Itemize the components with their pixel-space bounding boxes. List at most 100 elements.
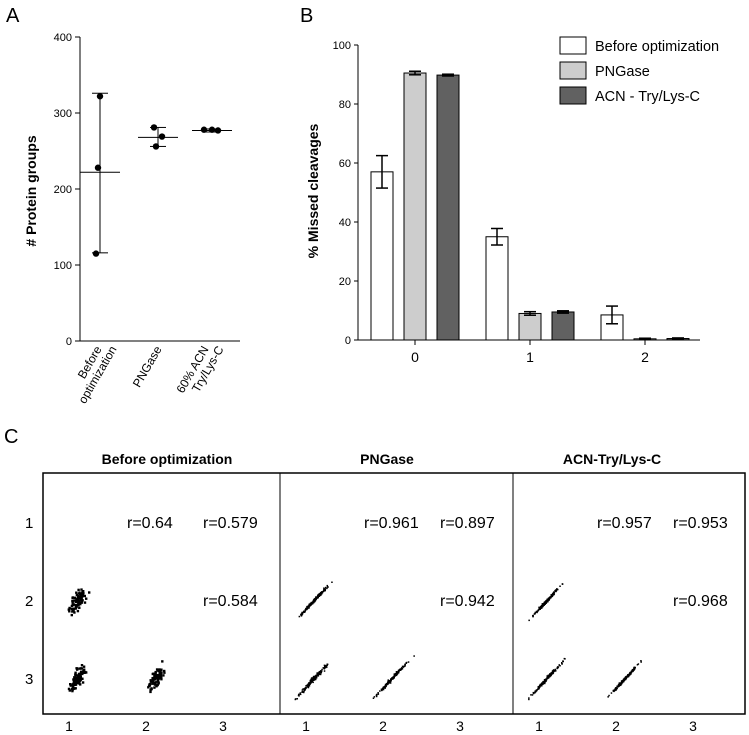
panel-c-point — [393, 675, 395, 678]
panel-c-point — [70, 604, 74, 608]
panel-c-point — [317, 593, 320, 596]
panel-c-point — [532, 691, 535, 694]
panel-b-legend-label: PNGase — [595, 64, 650, 80]
panel-c-point — [157, 669, 160, 673]
panel-c-point — [545, 601, 547, 604]
panel-c-point — [379, 690, 381, 692]
panel-c-point — [398, 670, 400, 672]
panel-a-y-tick-label: 300 — [54, 108, 72, 120]
panel-c-point — [545, 680, 547, 682]
panel-b-y-tick-label: 40 — [339, 217, 351, 229]
panel-c-point — [553, 591, 555, 593]
panel-c-r13: r=0.579 — [203, 515, 258, 532]
panel-c-point — [630, 671, 633, 673]
panel-c-point — [74, 600, 77, 604]
panel-c-point — [75, 681, 79, 685]
panel-c-point — [534, 611, 537, 614]
panel-c-point — [535, 690, 537, 692]
panel-c-point — [323, 588, 325, 591]
panel-c-point — [81, 681, 85, 684]
panel-b-x-tick-label: 2 — [641, 349, 649, 365]
panel-b-bar — [485, 236, 509, 341]
panel-c-point — [320, 671, 322, 674]
panel-c-r12: r=0.961 — [364, 515, 419, 532]
panel-b-y-tick-label: 0 — [345, 335, 351, 347]
panel-c-point — [324, 667, 327, 669]
panel-c-point — [83, 668, 86, 671]
panel-c-point — [75, 591, 78, 594]
panel-c-point — [310, 677, 313, 679]
panel-c-point — [550, 673, 553, 675]
panel-c-point — [640, 660, 642, 662]
panel-c-point — [82, 592, 85, 595]
panel-c-point — [538, 687, 540, 689]
panel-c-point — [614, 688, 617, 690]
panel-c-point — [318, 671, 321, 673]
panel-c-point — [325, 586, 327, 589]
panel-c-point — [622, 678, 625, 681]
panel-c-point — [561, 663, 563, 665]
panel-c-point — [317, 596, 319, 598]
panel-c-point — [162, 674, 165, 677]
panel-c-point — [387, 679, 389, 681]
panel-c-point — [542, 681, 545, 684]
panel-c-point — [385, 685, 387, 687]
panel-c-point — [84, 670, 87, 674]
panel-c-point — [301, 691, 303, 693]
panel-c-point — [308, 685, 311, 687]
panel-c-point — [391, 678, 393, 680]
panel-c-point — [531, 694, 534, 696]
panel-c-point — [74, 676, 77, 679]
panel-c-point — [536, 610, 539, 613]
panel-c-point — [321, 670, 323, 672]
panel-c-x-tick: 3 — [456, 718, 464, 734]
panel-c-point — [610, 692, 613, 694]
panel-c-point — [78, 606, 81, 609]
panel-c-point — [387, 683, 389, 685]
panel-c-point — [301, 689, 304, 691]
panel-c-point — [540, 607, 542, 609]
panel-c-point — [405, 662, 407, 664]
panel-c-point — [77, 677, 80, 680]
panel-c-point — [80, 664, 84, 667]
panel-c-point — [312, 602, 314, 605]
panel-c-point — [608, 694, 610, 697]
panel-c-point — [307, 605, 310, 607]
panel-c-point — [154, 673, 157, 676]
panel-c-point — [305, 685, 307, 687]
panel-c-scatter-matrix: Before optimization r=0.64 r=0.579 r=0.584 1… — [25, 451, 746, 734]
panel-c-point — [74, 679, 77, 683]
panel-c-point — [528, 619, 530, 622]
panel-c-point — [316, 673, 318, 675]
panel-a-y-tick-label: 400 — [54, 32, 72, 44]
panel-c-point — [629, 671, 632, 674]
panel-b-bar — [403, 72, 427, 341]
panel-c-point — [72, 682, 75, 685]
panel-c-point — [540, 606, 542, 608]
panel-c-point — [151, 679, 155, 682]
panel-c-point — [545, 679, 548, 681]
panel-c-point — [382, 687, 385, 690]
panel-c-point — [153, 686, 156, 689]
panel-c-point — [555, 589, 557, 591]
panel-c-point — [400, 668, 402, 670]
panel-b-y-tick-label: 80 — [339, 99, 351, 111]
panel-c-point — [157, 681, 160, 684]
panel-c-point — [386, 683, 388, 686]
panel-c-point — [306, 684, 309, 686]
panel-c-point — [394, 674, 396, 676]
panel-c-point — [149, 682, 152, 686]
panel-c-point — [79, 674, 82, 677]
panel-c-point — [388, 681, 391, 683]
panel-c-point — [306, 608, 308, 611]
panel-c-point — [320, 592, 323, 595]
panel-c-point — [78, 672, 82, 675]
panel-c-point — [300, 613, 303, 615]
panel-c-point — [540, 605, 543, 607]
panel-c-point — [538, 607, 541, 609]
panel-a-point — [208, 126, 216, 133]
panel-c-point — [528, 698, 530, 701]
panel-c-point — [313, 598, 316, 601]
panel-c-point — [536, 689, 538, 691]
